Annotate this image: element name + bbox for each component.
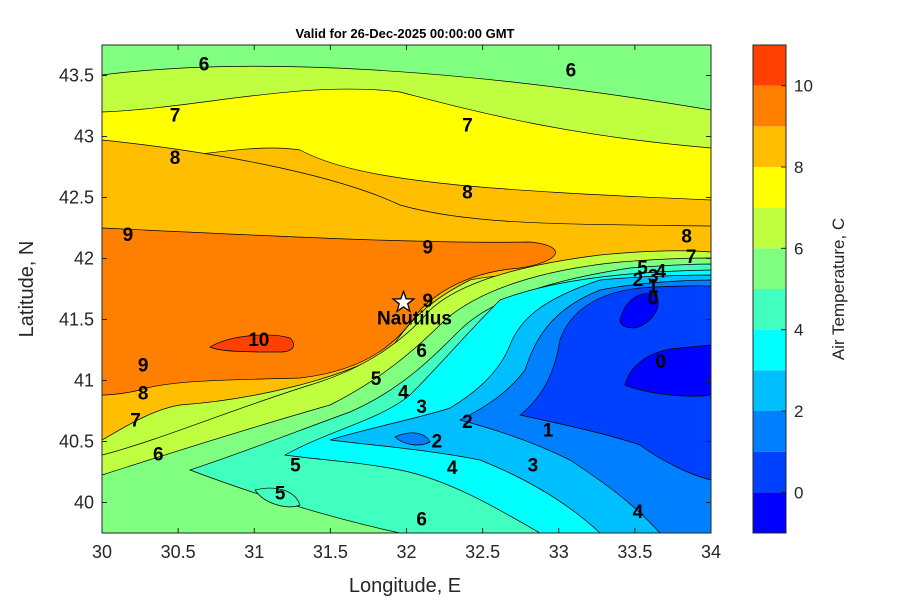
contour-label: 4: [447, 458, 458, 479]
colorbar-tick-label: 0: [794, 483, 803, 502]
colorbar-segment: [753, 45, 786, 86]
x-tick-label: 33.5: [617, 542, 652, 562]
y-axis-title: Latitude, N: [16, 241, 38, 338]
band-below-0-east: [624, 344, 711, 397]
x-tick-label: 33: [549, 542, 569, 562]
contour-label: 10: [248, 330, 269, 351]
contour-label: 2: [432, 431, 443, 452]
x-tick-label: 32: [396, 542, 416, 562]
marker-layer: Nautilus: [377, 289, 452, 329]
contour-label: 4: [655, 262, 666, 283]
band-9-10: [102, 227, 556, 396]
contour-label: 9: [423, 291, 434, 312]
y-tick-label: 40.5: [59, 432, 94, 452]
contour-label: 9: [138, 356, 149, 377]
colorbar-segment: [753, 289, 786, 330]
contour-label: 6: [566, 60, 577, 81]
colorbar-segment: [753, 329, 786, 371]
contour-label: 5: [275, 484, 286, 505]
band-5-6-north: [102, 45, 711, 111]
colorbar-tick-label: 10: [794, 77, 813, 96]
x-tick-label: 34: [701, 542, 721, 562]
band-0-1: [519, 285, 711, 481]
contour-label: 5: [371, 369, 382, 390]
x-tick-label: 31.5: [313, 542, 348, 562]
contour-label: 5: [290, 456, 301, 477]
contour-label: 6: [199, 54, 210, 75]
colorbar-segment: [753, 167, 786, 208]
contour-label: 2: [633, 270, 644, 291]
colorbar-segment: [753, 451, 786, 493]
colorbar-tick-label: 8: [794, 158, 803, 177]
contour-label: 3: [648, 267, 659, 288]
colorbar: 0 2 4 6 8 10: [752, 44, 813, 534]
contour-label: 8: [170, 148, 181, 169]
y-tick-label: 41: [74, 371, 94, 391]
colorbar-segment: [753, 370, 786, 411]
colorbar-frame: [752, 44, 787, 534]
colorbar-tick-label: 4: [794, 321, 803, 340]
band-1-2-islet: [394, 432, 431, 446]
colorbar-segment: [753, 85, 786, 127]
x-tick-label: 32.5: [465, 542, 500, 562]
y-tick-label: 43.5: [59, 66, 94, 86]
colorbar-segment: [753, 492, 786, 533]
colorbar-segment: [753, 126, 786, 167]
band-10-11: [209, 334, 294, 353]
contour-label: 7: [462, 115, 473, 136]
contour-label: 6: [153, 445, 164, 466]
contour-label: 8: [681, 226, 692, 247]
contour-label: 8: [138, 384, 149, 405]
y-tick-label: 41.5: [59, 310, 94, 330]
station-star-marker: [391, 289, 416, 313]
contour-label: 7: [686, 247, 697, 268]
contour-label: 3: [528, 456, 539, 477]
x-tick-label: 31: [244, 542, 264, 562]
x-axis: 30 30.5 31 31.5 32 32.5 33 33.5 34: [92, 45, 721, 562]
colorbar-tick-label: 2: [794, 402, 803, 421]
contour-label: 1: [543, 420, 554, 441]
x-axis-title: Longitude, E: [349, 575, 461, 597]
contour-label: 2: [462, 412, 473, 433]
y-tick-label: 42.5: [59, 188, 94, 208]
contour-label: 1: [648, 276, 659, 297]
contour-label: 5: [637, 258, 648, 279]
x-tick-label: 30: [92, 542, 112, 562]
contour-label: 8: [462, 182, 473, 203]
band-below-0-north: [619, 293, 659, 329]
colorbar-segment: [753, 248, 786, 289]
y-tick-label: 43: [74, 127, 94, 147]
plot-area: [102, 45, 711, 533]
contour-label: 4: [398, 382, 409, 403]
contour-label: 6: [416, 341, 427, 362]
contour-label: 9: [123, 225, 134, 246]
colorbar-tick-label: 6: [794, 239, 803, 258]
contour-label: 3: [416, 397, 427, 418]
station-label: Nautilus: [377, 308, 452, 329]
chart-title: Valid for 26-Dec-2025 00:00:00 GMT: [296, 26, 515, 41]
contour-label: 4: [633, 502, 644, 523]
colorbar-title: Air Temperature, C: [829, 218, 848, 360]
x-tick-label: 30.5: [161, 542, 196, 562]
colorbar-segment: [753, 207, 786, 249]
y-tick-label: 40: [74, 493, 94, 513]
band-4-5-islet: [254, 487, 301, 508]
colorbar-segment: [753, 411, 786, 452]
contour-label: 7: [170, 106, 181, 127]
contour-label: 0: [655, 352, 666, 373]
contour-label: 7: [130, 411, 141, 432]
contour-label: 9: [423, 237, 434, 258]
y-tick-label: 42: [74, 249, 94, 269]
contour-label: 0: [648, 289, 659, 310]
contour-label: 6: [416, 509, 427, 530]
